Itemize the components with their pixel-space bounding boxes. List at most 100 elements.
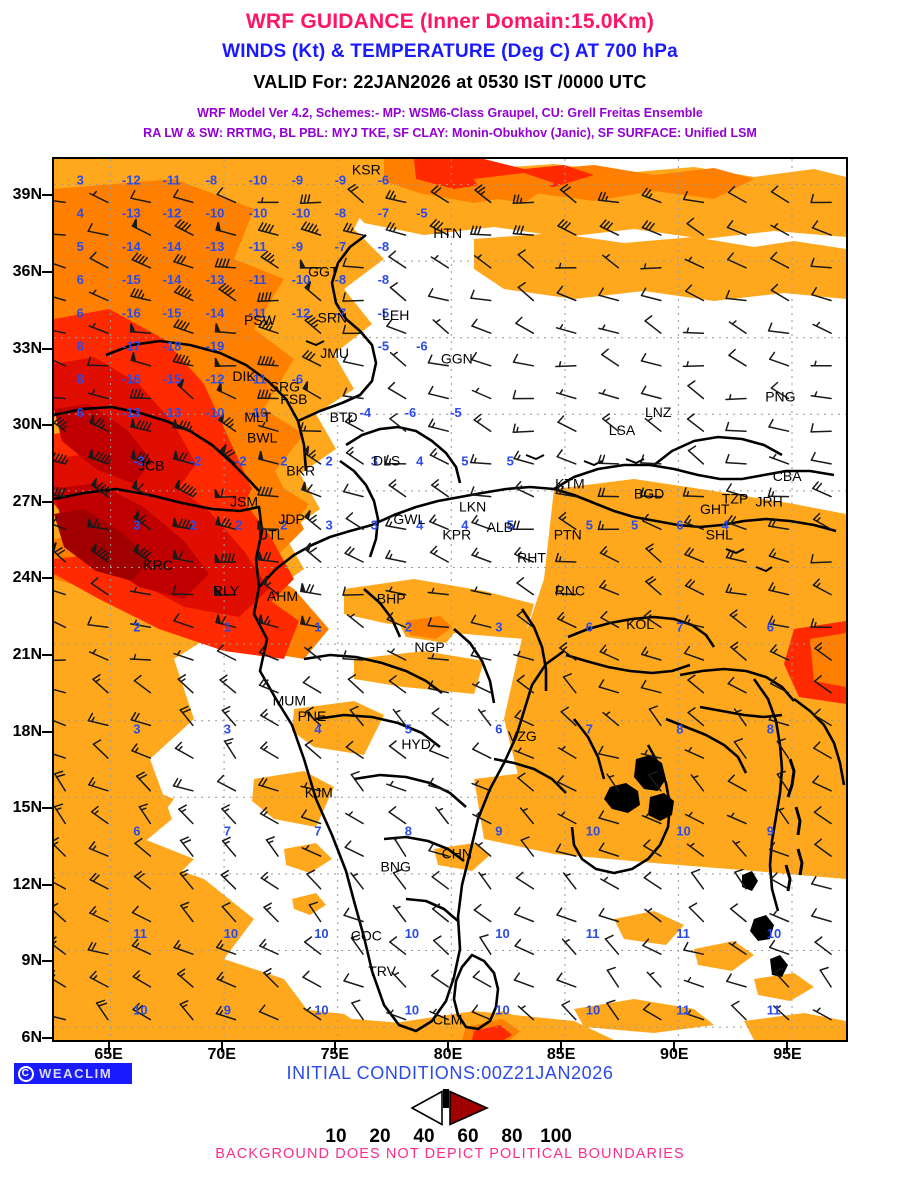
wind-barb-full <box>733 738 743 743</box>
temperature-value: -7 <box>335 305 347 320</box>
wind-barb-shaft <box>555 850 577 857</box>
wind-barb-full <box>556 611 564 620</box>
wind-barb-full <box>600 610 608 619</box>
wind-barb-pennant <box>261 575 269 587</box>
wind-barb-full <box>54 902 59 907</box>
wind-barb-half <box>265 582 272 587</box>
city-label: LKN <box>459 498 486 514</box>
wind-barb-shaft <box>517 286 535 302</box>
wind-barb-half <box>522 808 528 812</box>
wind-barb-half <box>773 223 779 228</box>
temperature-value: 10 <box>314 1003 328 1018</box>
model-scheme-line-1: WRF Model Ver 4.2, Schemes:- MP: WSM6-Cl… <box>197 106 703 120</box>
wind-barb-full <box>137 547 146 555</box>
wind-barb-full <box>436 222 444 230</box>
wind-barb-half <box>392 194 397 201</box>
wind-barb-full <box>224 287 233 294</box>
wind-barb-shaft <box>770 387 790 400</box>
city-label: HTN <box>433 225 462 241</box>
wind-barb-full <box>181 420 187 430</box>
wind-barb-full <box>185 421 191 431</box>
temperature-value: 10 <box>405 1003 419 1018</box>
wind-barb-shaft <box>811 293 832 302</box>
wind-barb-half <box>648 971 655 976</box>
wind-barb-full <box>56 549 66 556</box>
latitude-tick-label: 9N <box>21 952 42 970</box>
wind-barb-full <box>351 999 361 1004</box>
wind-barb-shaft <box>561 1004 577 1021</box>
wind-barb-full <box>428 842 435 852</box>
wind-barb-shaft <box>54 296 67 302</box>
wind-barb-full <box>183 355 189 365</box>
wind-barb-half <box>188 425 193 432</box>
temperature-value: 10 <box>767 926 781 941</box>
wind-barb-half <box>771 586 776 592</box>
wind-barb-shaft <box>769 682 790 694</box>
wind-barb-full <box>305 616 311 626</box>
wind-barb-full <box>177 286 185 295</box>
wind-barb-full <box>388 806 397 813</box>
wind-barb-full <box>556 449 563 458</box>
wind-barb-full <box>392 869 402 874</box>
wind-barb-shaft <box>648 774 662 792</box>
wind-barb-half <box>775 1005 782 1010</box>
wind-barb-full <box>563 222 571 230</box>
wind-barb-pennant <box>304 542 312 554</box>
wind-barb-half <box>91 845 97 851</box>
wind-barb-full <box>178 551 184 561</box>
wind-barb-shaft <box>770 191 790 204</box>
wind-barb-shaft <box>598 914 620 923</box>
wind-barb-full <box>139 452 146 462</box>
wind-barb-full <box>342 353 349 363</box>
wind-barb-full <box>97 1002 108 1007</box>
temperature-value: 8 <box>77 372 84 387</box>
wind-barb-full <box>263 252 272 260</box>
wind-barb-half <box>437 807 444 812</box>
wind-barb-full <box>604 934 614 940</box>
wind-barb-shaft <box>470 621 492 629</box>
wind-barb-full <box>172 189 179 198</box>
wind-barb-full <box>101 551 110 559</box>
wind-barb-full <box>258 677 266 686</box>
wind-barb-full <box>388 479 397 486</box>
wind-barb-shaft <box>472 748 492 759</box>
wind-barb-full <box>219 674 228 681</box>
map-plot-area[interactable]: 3 -12 -11 -8 -10 -9 -9 -6 4 -13 -12 -10 -10 -10 -8 -7 -5… <box>54 159 846 1040</box>
wind-barb-full <box>387 381 396 390</box>
wind-barb-full <box>514 938 522 947</box>
wind-barb-full <box>134 253 142 262</box>
wind-barb-full <box>268 224 274 234</box>
wind-barb-half <box>347 419 353 425</box>
wind-barb-full <box>179 256 187 265</box>
weather-map[interactable]: 3 -12 -11 -8 -10 -9 -9 -6 4 -13 -12 -10 -10 -10 -8 -7 -5… <box>52 157 848 1042</box>
wind-barb-half <box>223 808 230 813</box>
wind-barb-shaft <box>814 941 832 955</box>
wind-barb-full <box>470 351 478 361</box>
wind-barb-full <box>688 902 698 909</box>
wind-barb-half <box>107 459 112 465</box>
wind-barb-shaft <box>89 257 109 269</box>
wind-barb-pennant <box>215 221 222 232</box>
wind-barb-pennant <box>132 510 140 522</box>
wind-barb-full <box>734 868 744 873</box>
wind-barb-full <box>768 939 776 949</box>
wind-barb-pennant <box>303 510 311 521</box>
wind-barb-half <box>94 678 101 683</box>
wind-barb-shaft <box>386 325 407 334</box>
wind-barb-half <box>54 974 56 977</box>
wind-barb-half <box>815 1007 821 1013</box>
temperature-value: 7 <box>224 824 231 839</box>
wind-barb-full <box>260 871 269 879</box>
temperature-value: 4 <box>314 722 322 737</box>
wind-barb-half <box>814 391 818 398</box>
wind-barb-pennant <box>131 218 138 230</box>
wind-barb-full <box>431 479 439 486</box>
wind-barb-shaft <box>733 741 747 759</box>
wind-barb-full <box>183 322 190 331</box>
wind-barb-full <box>300 221 307 230</box>
wind-barb-full <box>177 220 185 229</box>
wind-barb-full <box>517 281 526 289</box>
temperature-value: -13 <box>122 206 141 221</box>
city-label: JCB <box>138 458 164 474</box>
wind-barb-half <box>645 812 650 818</box>
